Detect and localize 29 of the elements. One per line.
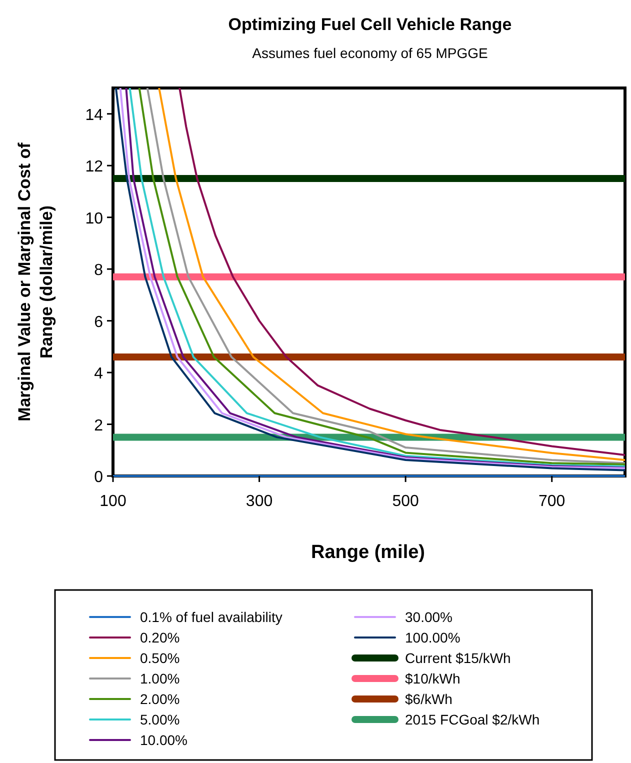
legend-label: $10/kWh [405,670,460,686]
y-tick-label: 14 [85,106,104,124]
legend-label: 5.00% [140,712,180,728]
legend-label: 0.50% [140,650,180,666]
legend-label: 1.00% [140,670,180,686]
y-tick-label: 4 [94,366,104,383]
x-tick-label: 100 [100,493,126,510]
y-tick-label: 0 [94,469,104,486]
legend-label: 0.1% of fuel availability [140,609,282,625]
legend-label: Current $15/kWh [405,650,511,666]
y-tick-label: 2 [94,417,104,434]
legend-label: 30.00% [405,609,452,625]
x-tick-label: 700 [538,493,566,510]
chart-title: Optimizing Fuel Cell Vehicle Range [228,15,512,34]
legend-label: 0.20% [140,630,180,646]
x-axis-title: Range (mile) [310,542,426,563]
y-tick-label: 10 [85,210,104,228]
y-tick-label: 6 [94,314,104,331]
legend-label: 100.00% [405,630,460,646]
legend-label: $6/kWh [405,691,452,707]
y-tick-label: 8 [94,262,104,280]
x-tick-label: 500 [392,493,420,510]
chart-subtitle: Assumes fuel economy of 65 MPGGE [252,45,488,61]
x-tick-label: 300 [246,493,273,510]
legend-label: 2.00% [140,691,180,707]
legend-label: 2015 FCGoal $2/kWh [405,712,540,728]
y-tick-label: 12 [85,158,104,176]
y-axis-title: Marginal Value or Marginal Cost of Range (dollar/mile) [15,142,56,422]
legend-label: 10.00% [140,732,188,748]
